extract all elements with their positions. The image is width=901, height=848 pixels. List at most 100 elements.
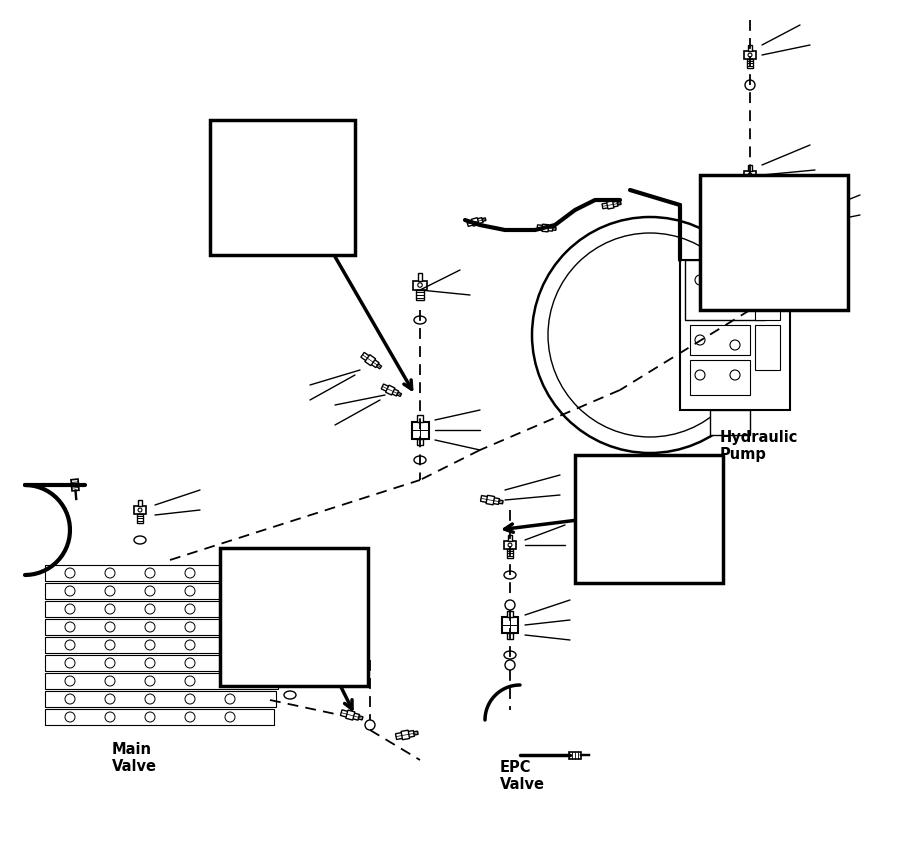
Ellipse shape <box>745 180 755 190</box>
Circle shape <box>105 640 115 650</box>
Polygon shape <box>498 500 503 504</box>
Circle shape <box>695 370 705 380</box>
Circle shape <box>65 658 75 668</box>
Polygon shape <box>506 549 514 558</box>
Circle shape <box>185 568 195 578</box>
Circle shape <box>105 694 115 704</box>
Circle shape <box>695 335 705 345</box>
Circle shape <box>748 173 752 177</box>
Polygon shape <box>778 248 798 261</box>
FancyBboxPatch shape <box>45 709 274 725</box>
Circle shape <box>720 275 730 285</box>
FancyBboxPatch shape <box>45 673 278 689</box>
Polygon shape <box>747 59 753 68</box>
Circle shape <box>65 586 75 596</box>
Polygon shape <box>606 201 614 209</box>
Polygon shape <box>748 45 752 51</box>
Polygon shape <box>617 202 621 205</box>
Polygon shape <box>377 364 382 369</box>
Circle shape <box>225 586 235 596</box>
Polygon shape <box>386 385 395 395</box>
FancyBboxPatch shape <box>685 260 765 320</box>
Text: Main
Valve: Main Valve <box>112 742 157 774</box>
Text: EPC
Valve: EPC Valve <box>500 760 545 792</box>
Polygon shape <box>138 499 142 506</box>
Polygon shape <box>365 354 376 365</box>
Circle shape <box>185 676 195 686</box>
Polygon shape <box>291 180 298 188</box>
FancyBboxPatch shape <box>755 270 780 320</box>
Polygon shape <box>71 479 79 491</box>
Polygon shape <box>341 710 359 720</box>
Circle shape <box>225 622 235 632</box>
Ellipse shape <box>365 720 375 730</box>
Polygon shape <box>414 731 418 735</box>
Polygon shape <box>381 384 399 396</box>
Ellipse shape <box>612 521 624 529</box>
Polygon shape <box>505 541 516 549</box>
Polygon shape <box>486 495 495 505</box>
Circle shape <box>185 712 195 722</box>
Polygon shape <box>796 217 802 222</box>
FancyBboxPatch shape <box>45 601 286 617</box>
Circle shape <box>65 694 75 704</box>
Polygon shape <box>748 165 752 171</box>
Polygon shape <box>506 633 514 639</box>
Polygon shape <box>502 617 518 633</box>
Polygon shape <box>542 224 549 232</box>
Circle shape <box>185 604 195 614</box>
Polygon shape <box>482 218 486 221</box>
Polygon shape <box>786 220 796 230</box>
Circle shape <box>695 275 705 285</box>
Circle shape <box>105 568 115 578</box>
Circle shape <box>65 622 75 632</box>
Polygon shape <box>305 620 314 630</box>
Circle shape <box>548 233 752 437</box>
Polygon shape <box>134 506 146 514</box>
Ellipse shape <box>504 571 516 579</box>
Polygon shape <box>480 495 499 505</box>
Circle shape <box>65 712 75 722</box>
Polygon shape <box>569 751 580 758</box>
Polygon shape <box>744 171 756 179</box>
Circle shape <box>105 586 115 596</box>
Text: Hydraulic
Pump: Hydraulic Pump <box>720 430 798 462</box>
FancyBboxPatch shape <box>755 325 780 370</box>
Polygon shape <box>414 281 427 289</box>
Circle shape <box>105 622 115 632</box>
FancyBboxPatch shape <box>45 565 290 581</box>
FancyBboxPatch shape <box>45 655 280 671</box>
Polygon shape <box>660 518 669 529</box>
Circle shape <box>145 658 155 668</box>
Bar <box>210 120 355 255</box>
Polygon shape <box>359 716 363 720</box>
Ellipse shape <box>241 171 253 182</box>
Polygon shape <box>318 626 323 630</box>
Circle shape <box>225 658 235 668</box>
Circle shape <box>65 604 75 614</box>
Circle shape <box>145 622 155 632</box>
Ellipse shape <box>414 456 426 464</box>
Ellipse shape <box>745 200 755 210</box>
Polygon shape <box>284 186 300 198</box>
Circle shape <box>290 190 295 194</box>
FancyBboxPatch shape <box>45 583 288 599</box>
Polygon shape <box>506 611 514 617</box>
Polygon shape <box>401 730 410 739</box>
Polygon shape <box>396 730 414 739</box>
Circle shape <box>225 640 235 650</box>
Circle shape <box>748 53 752 57</box>
Ellipse shape <box>252 605 266 616</box>
Polygon shape <box>416 415 423 421</box>
Bar <box>220 548 368 686</box>
Bar <box>575 455 723 583</box>
Circle shape <box>145 586 155 596</box>
Circle shape <box>730 370 740 380</box>
Circle shape <box>225 694 235 704</box>
Polygon shape <box>783 249 794 260</box>
Circle shape <box>185 586 195 596</box>
Polygon shape <box>361 353 379 368</box>
Circle shape <box>225 604 235 614</box>
Circle shape <box>185 658 195 668</box>
Circle shape <box>185 622 195 632</box>
